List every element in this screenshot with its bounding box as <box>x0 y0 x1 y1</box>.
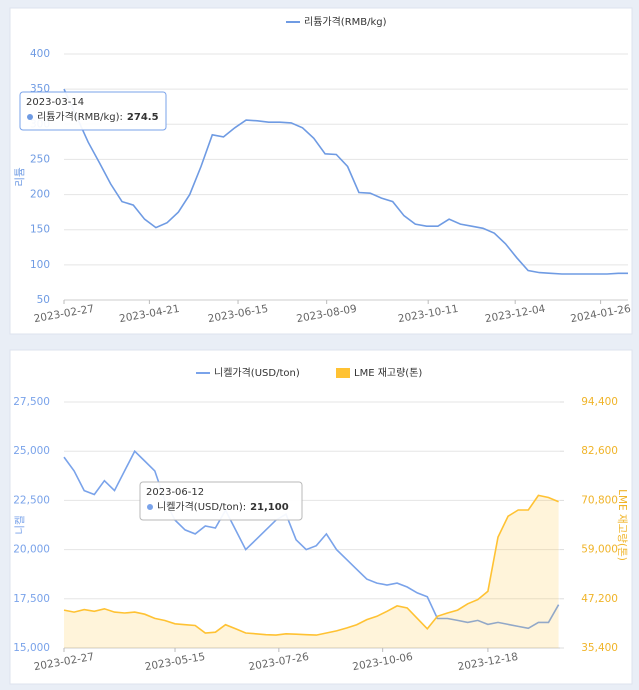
legend-label: LME 재고량(톤) <box>354 367 422 379</box>
y-tick-label: 100 <box>30 259 50 271</box>
y2-tick-label: 94,400 <box>581 396 618 408</box>
y-tick-label: 150 <box>30 224 50 236</box>
legend-swatch <box>336 368 350 378</box>
y2-tick-label: 59,000 <box>581 544 618 556</box>
y2-axis-title: LME 재고량(톤) <box>616 489 628 561</box>
y2-tick-label: 35,400 <box>581 642 618 654</box>
y-tick-label: 17,500 <box>13 593 50 605</box>
y-tick-label: 22,500 <box>13 494 50 506</box>
legend-label: 니켈가격(USD/ton) <box>214 366 300 379</box>
tooltip-value: 21,100 <box>250 502 289 513</box>
y-tick-label: 25,000 <box>13 445 50 457</box>
y-axis-title: 리튬 <box>14 167 26 187</box>
tooltip-date: 2023-03-14 <box>26 97 84 108</box>
y2-tick-label: 82,600 <box>581 445 618 457</box>
tooltip-text: 니켈가격(USD/ton): 21,100 <box>157 500 289 513</box>
line <box>63 494 559 636</box>
tooltip-date: 2023-06-12 <box>146 487 204 498</box>
y-tick-label: 20,000 <box>13 544 50 556</box>
tooltip-text: 리튬가격(RMB/kg): 274.5 <box>37 110 159 123</box>
tooltip-value: 274.5 <box>127 112 159 123</box>
y-tick-label: 400 <box>30 48 50 60</box>
y-tick-label: 15,000 <box>13 642 50 654</box>
y2-tick-label: 70,800 <box>581 494 618 506</box>
y2-tick-label: 47,200 <box>581 593 618 605</box>
y-tick-label: 200 <box>30 189 50 201</box>
y-tick-label: 250 <box>30 153 50 165</box>
tooltip-marker <box>147 504 153 510</box>
tooltip-label: 니켈가격(USD/ton): <box>157 500 246 513</box>
area <box>64 495 559 648</box>
tooltip-box <box>19 91 167 131</box>
tooltip-box <box>139 481 303 521</box>
y-axis-title: 니켈 <box>14 515 26 534</box>
legend-label: 리튬가격(RMB/kg) <box>304 15 387 28</box>
panel <box>9 7 633 335</box>
tooltip-label: 리튬가격(RMB/kg): <box>37 110 123 123</box>
line <box>63 449 560 630</box>
y-tick-label: 27,500 <box>13 396 50 408</box>
tooltip-marker <box>27 114 33 120</box>
line <box>63 88 628 275</box>
y-tick-label: 50 <box>37 294 50 306</box>
